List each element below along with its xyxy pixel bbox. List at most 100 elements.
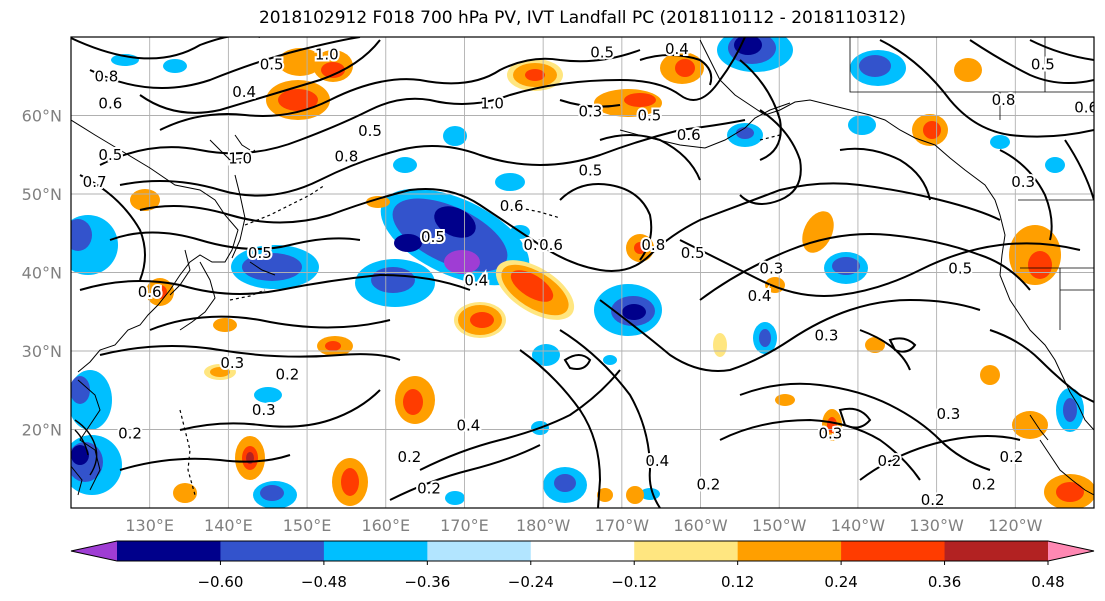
contour-label: 0.5 <box>590 44 614 62</box>
colorbar-extend-low <box>71 541 117 561</box>
colorbar-tick-label: −0.24 <box>508 573 554 591</box>
colorbar-swatch <box>944 541 1049 561</box>
contour-label: 0.2 <box>877 452 901 470</box>
lon-tick-label: 180°W <box>516 516 571 535</box>
contour-label: 0.4 <box>464 271 488 289</box>
colorbar-outline <box>70 540 1095 562</box>
contour-label: 0.6 <box>98 95 122 113</box>
contour-label: 0.7 <box>523 236 547 254</box>
contour-label: 0.5 <box>948 260 972 278</box>
contour-label: 0.5 <box>98 146 122 164</box>
lat-tick-label: 60°N <box>22 107 62 126</box>
contour-label: 1.0 <box>480 95 504 113</box>
contour-label: 0.5 <box>1031 55 1055 73</box>
lat-tick-label: 50°N <box>22 185 62 204</box>
colorbar-tick-labels: −0.60 −0.48 −0.36 −0.24 −0.12 0.12 0.24 0.36 0.4… <box>197 561 1065 591</box>
contour-label: 0.3 <box>1011 173 1035 191</box>
lon-tick-label: 150°W <box>752 516 807 535</box>
map-plot-area: 1.01.01.00.80.80.50.40.60.50.70.50.5 0.40… <box>71 37 1098 509</box>
latitude-tick-labels: 60°N 50°N 40°N 30°N 20°N <box>22 107 62 440</box>
colorbar-tick-label: −0.60 <box>197 573 243 591</box>
contour-label: 0.3 <box>815 326 839 344</box>
map-title: 2018102912 F018 700 hPa PV, IVT Landfall… <box>258 8 906 28</box>
lat-tick-label: 40°N <box>22 264 62 283</box>
positive-anomaly-north <box>266 48 982 146</box>
contour-label: 0.4 <box>232 83 256 101</box>
positive-anomaly-central <box>130 189 575 506</box>
colorbar-swatch <box>117 541 221 561</box>
contour-label: 0.8 <box>334 147 358 165</box>
contour-label: 0.7 <box>83 173 107 191</box>
lon-tick-label: 130°W <box>909 516 964 535</box>
colorbar-tick-label: −0.36 <box>404 573 450 591</box>
colorbar-swatch <box>634 541 739 561</box>
contour-label: 0.3 <box>578 103 602 121</box>
contour-label: 0.6 <box>1074 99 1098 117</box>
contour-label: 0.2 <box>921 491 945 509</box>
colorbar-tick-label: 0.36 <box>928 573 961 591</box>
contour-label: 0.3 <box>220 354 244 372</box>
contour-label: 0.3 <box>759 260 783 278</box>
negative-anomaly-central-pacific <box>393 126 868 366</box>
contour-label: 0.6 <box>138 283 162 301</box>
lon-tick-label: 140°W <box>831 516 886 535</box>
contour-label: 0.6 <box>500 197 524 215</box>
contour-label: 0.5 <box>681 244 705 262</box>
contour-label: 0.8 <box>94 67 118 85</box>
contour-label: 0.5 <box>358 122 382 140</box>
lon-tick-label: 160°W <box>673 516 728 535</box>
contour-label: 0.8 <box>641 236 665 254</box>
contour-label: 0.3 <box>936 405 960 423</box>
contour-label: 0.5 <box>248 244 272 262</box>
lon-tick-label: 150°E <box>283 516 332 535</box>
contour-label: 0.5 <box>260 55 284 73</box>
contour-label: 0.4 <box>665 40 689 58</box>
contour-label: 0.4 <box>748 287 772 305</box>
lon-tick-label: 170°E <box>440 516 489 535</box>
contour-label: 0.5 <box>421 228 445 246</box>
contour-label: 0.5 <box>578 161 602 179</box>
colorbar-tick-label: −0.48 <box>301 573 347 591</box>
contour-label: 0.2 <box>118 424 142 442</box>
lon-tick-label: 120°W <box>988 516 1043 535</box>
contour-label: 0.4 <box>645 452 669 470</box>
colorbar-swatch <box>220 541 325 561</box>
contour-label: 0.2 <box>275 366 299 384</box>
negative-anomaly-japan-sea <box>231 245 435 307</box>
contour-label: 0.3 <box>818 424 842 442</box>
contour-label: 0.2 <box>999 448 1023 466</box>
contour-label: 0.4 <box>456 417 480 435</box>
colorbar-extend-high <box>1048 541 1094 561</box>
contour-label: 0.2 <box>696 475 720 493</box>
contour-label: 0.6 <box>539 236 563 254</box>
colorbar <box>70 540 1095 562</box>
colorbar-swatch <box>841 541 946 561</box>
contour-label: 1.0 <box>228 150 252 168</box>
lon-tick-label: 140°E <box>204 516 253 535</box>
colorbar-swatch <box>530 541 635 561</box>
negative-anomaly-kamchatka <box>380 188 530 286</box>
contour-label: 0.6 <box>677 126 701 144</box>
pv-contour-lines <box>71 37 1094 508</box>
contour-label: 0.3 <box>252 401 276 419</box>
colorbar-swatch <box>737 541 842 561</box>
contour-label: 0.2 <box>417 479 441 497</box>
lat-tick-label: 30°N <box>22 342 62 361</box>
longitude-tick-labels: 130°E 140°E 150°E 160°E 170°E 180°W 170°W 160°W… <box>125 516 1042 535</box>
colorbar-tick-label: 0.12 <box>721 573 754 591</box>
contour-label: 0.2 <box>972 475 996 493</box>
colorbar-swatch <box>323 541 428 561</box>
lon-tick-label: 130°E <box>125 516 174 535</box>
negative-anomaly-alaska <box>717 37 1065 173</box>
contour-label: 0.8 <box>992 91 1016 109</box>
contour-label: 1.0 <box>315 45 339 63</box>
colorbar-tick-label: −0.12 <box>611 573 657 591</box>
lon-tick-label: 170°W <box>595 516 650 535</box>
colorbar-tick-label: 0.24 <box>824 573 857 591</box>
map-frame <box>70 36 1095 509</box>
contour-label: 0.2 <box>397 448 421 466</box>
contour-label: 0.5 <box>637 107 661 125</box>
negative-anomaly-south <box>253 355 1084 508</box>
contour-labels: 1.01.01.00.80.80.50.40.60.50.70.50.5 0.40… <box>81 38 1098 509</box>
